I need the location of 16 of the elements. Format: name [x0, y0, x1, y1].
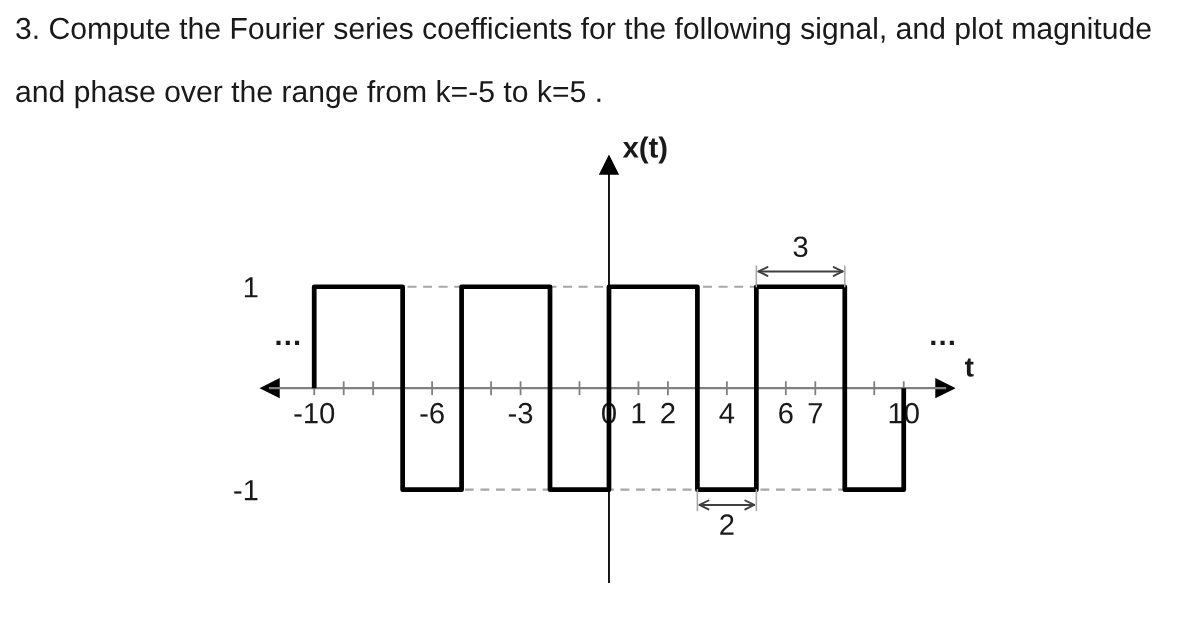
x-tick-label: 2 [661, 402, 675, 424]
x-tick-label: 6 [779, 402, 793, 424]
x-tick-label: -3 [508, 402, 533, 424]
y-axis-title: x(t) [622, 136, 667, 164]
chart-title: 3. Compute the Fourier series coefficients for the following signal, and plot magnitude and phase over the range from k=-5 to k=5 . [16, 17, 1151, 109]
x-axis-title: t [965, 358, 974, 377]
x-tick-label: -6 [420, 402, 444, 424]
annotation: 3 [793, 236, 808, 258]
x-tick-label: 1 [632, 403, 646, 424]
x-tick-label: 4 [719, 403, 735, 424]
annotation: 2 [720, 514, 734, 535]
annotation: … [276, 340, 300, 346]
annotation: … [931, 340, 954, 346]
x-tick-label: -10 [294, 402, 335, 424]
y-tick-label: -1 [234, 480, 258, 501]
x-tick-label: 7 [808, 403, 822, 424]
